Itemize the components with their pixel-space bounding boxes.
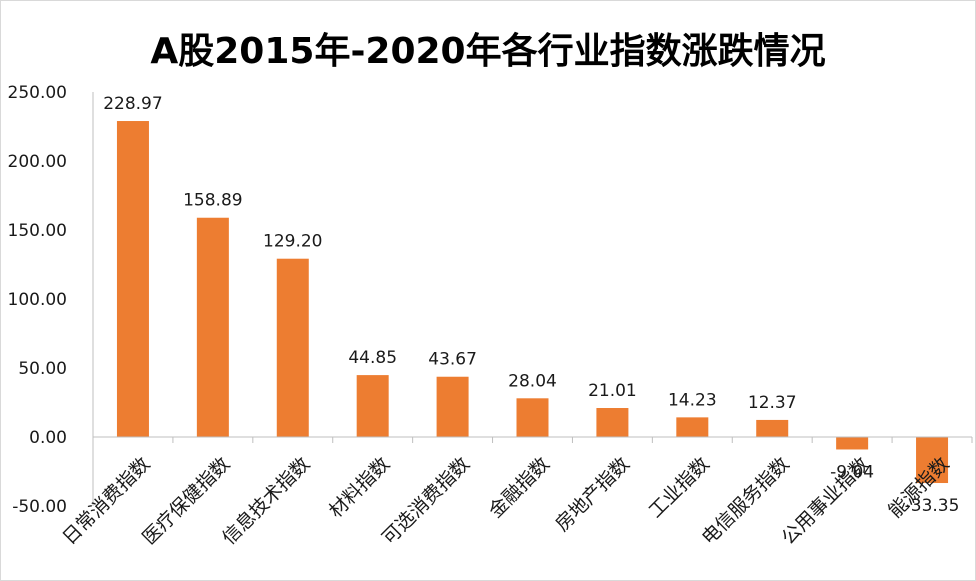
bars <box>116 121 949 484</box>
bar <box>916 437 949 484</box>
y-tick-label: 150.00 <box>8 221 67 241</box>
y-tick-label: 200.00 <box>8 152 67 172</box>
data-label: 12.37 <box>748 393 797 413</box>
y-axis-tick-labels: 250.00 200.00 150.00 100.00 50.00 0.00 -50.00 <box>8 83 67 517</box>
chart-title: A股2015年-2020年各行业指数涨跌情况 <box>150 31 826 72</box>
bar <box>196 217 229 437</box>
category-label: 材料指数 <box>325 453 394 522</box>
data-label: 228.97 <box>103 94 162 114</box>
bar <box>596 408 629 437</box>
bar <box>356 375 389 437</box>
bar <box>436 376 469 437</box>
y-tick-label: 0.00 <box>29 428 67 448</box>
category-label: 房地产指数 <box>551 453 634 536</box>
y-tick-label: 100.00 <box>8 290 67 310</box>
data-label: -33.35 <box>905 496 960 516</box>
bar <box>276 258 309 437</box>
data-label: 158.89 <box>183 191 242 211</box>
data-labels: 228.97 158.89 129.20 44.85 43.67 28.04 21.01 14… <box>103 94 959 516</box>
y-tick-label: 50.00 <box>18 359 67 379</box>
data-label: 43.67 <box>428 350 477 370</box>
category-label: 金融指数 <box>485 453 554 522</box>
axis-lines <box>92 92 973 506</box>
data-label: 21.01 <box>588 381 637 401</box>
data-label: 44.85 <box>348 348 397 368</box>
data-label: 129.20 <box>263 232 322 252</box>
bar <box>836 437 869 450</box>
bar <box>756 419 789 437</box>
category-label: 工业指数 <box>645 453 714 522</box>
data-label: 28.04 <box>508 371 557 391</box>
bar <box>116 121 149 438</box>
data-label: -9.04 <box>830 462 874 482</box>
y-tick-label: 250.00 <box>8 83 67 103</box>
bar <box>676 417 709 437</box>
data-label: 14.23 <box>668 390 717 410</box>
y-tick-label: -50.00 <box>12 497 67 517</box>
bar <box>516 398 549 437</box>
